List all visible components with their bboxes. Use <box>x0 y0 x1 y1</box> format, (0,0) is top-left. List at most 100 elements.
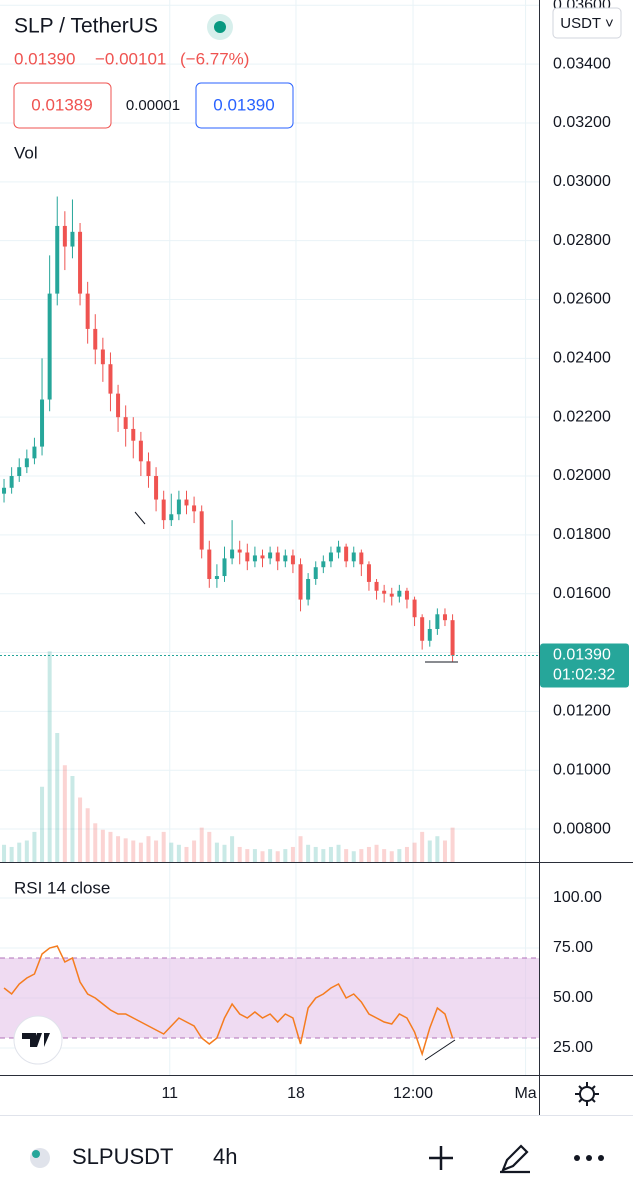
volume-bar <box>313 846 318 862</box>
symbol-icon[interactable] <box>30 1148 50 1168</box>
volume-bar <box>359 849 364 862</box>
volume-bar <box>260 851 265 862</box>
volume-bar <box>62 765 67 862</box>
candle-body <box>344 546 349 562</box>
candle-body <box>328 552 333 562</box>
volume-bar <box>161 831 166 862</box>
rsi-tick-label: 25.00 <box>553 1039 593 1056</box>
candle-body <box>298 564 303 600</box>
y-tick-label: 0.03000 <box>553 173 611 190</box>
volume-bar <box>176 844 181 862</box>
volume-bar <box>32 831 37 862</box>
volume-bar <box>70 776 75 862</box>
y-tick-label: 0.00800 <box>553 820 611 837</box>
volume-bar <box>214 842 219 862</box>
grid <box>0 0 540 1075</box>
candle-body <box>237 549 242 553</box>
volume-bar <box>435 836 440 862</box>
y-tick-label: 0.02600 <box>553 291 611 308</box>
volume-bar <box>24 840 29 862</box>
volume-bar <box>283 849 288 862</box>
currency-label[interactable]: USDT ˅ <box>560 15 614 32</box>
settings-icon-rays <box>575 1082 599 1106</box>
candle-body <box>2 487 7 494</box>
candle-body <box>404 590 409 600</box>
volume-bar <box>344 849 349 862</box>
y-tick-label: 0.01200 <box>553 703 611 720</box>
candle-body <box>366 564 371 582</box>
volume-bar <box>131 840 136 862</box>
candle-body <box>93 328 98 350</box>
candle-body <box>40 399 45 447</box>
volume-bar <box>336 844 341 862</box>
candle-body <box>260 555 265 559</box>
candle-body <box>17 467 22 477</box>
volume-bar <box>78 797 83 862</box>
candle-body <box>359 552 364 565</box>
candle-body <box>290 555 295 565</box>
candle-body <box>306 578 311 600</box>
drawing-line <box>424 1039 456 1061</box>
volume-bar <box>442 840 447 862</box>
candle-body <box>336 546 341 553</box>
chart-title: SLP / TetherUS <box>14 15 158 38</box>
sell-button[interactable] <box>13 82 112 129</box>
candle-body <box>85 293 90 329</box>
draw-button[interactable] <box>500 1144 530 1174</box>
volume-bar <box>389 851 394 862</box>
volume-label: Vol <box>14 143 38 162</box>
y-tick-label: 0.03400 <box>553 55 611 72</box>
currency-button[interactable] <box>552 7 622 39</box>
rsi-tick-label: 50.00 <box>553 989 593 1006</box>
candle-body <box>207 549 212 579</box>
volume-bar <box>397 849 402 862</box>
volume-bar <box>55 733 60 862</box>
volume-bar <box>222 844 227 862</box>
volume-bar <box>100 829 105 862</box>
volume-bar <box>321 849 326 862</box>
y-tick-label: 0.02000 <box>553 467 611 484</box>
volume-bar <box>412 842 417 862</box>
symbol[interactable]: SLPUSDT <box>72 1144 173 1169</box>
volume-bar <box>192 840 197 862</box>
volume-bar <box>123 838 128 862</box>
candle-body <box>450 620 455 656</box>
volume-bar <box>230 836 235 862</box>
volume-bar <box>450 827 455 862</box>
change: −0.00101 <box>95 49 166 68</box>
volume-bar <box>17 842 22 862</box>
more-button[interactable] <box>574 1155 604 1161</box>
candle-body <box>24 458 29 468</box>
candle-body <box>192 505 197 512</box>
buy-price[interactable]: 0.01390 <box>213 95 274 114</box>
volume-bar <box>382 849 387 862</box>
volume-bar <box>351 851 356 862</box>
y-tick-label: 0.02400 <box>553 350 611 367</box>
volume-bar <box>366 846 371 862</box>
buy-button[interactable] <box>195 82 294 129</box>
x-tick-label: Ma <box>514 1085 536 1102</box>
drawing-line <box>134 511 146 525</box>
volume-bar <box>9 846 14 862</box>
volume-bar <box>306 844 311 862</box>
candle-body <box>9 476 14 488</box>
volume-bar <box>252 849 257 862</box>
volume-bar <box>237 846 242 862</box>
candle-body <box>275 552 280 562</box>
change-pct: (−6.77%) <box>180 49 249 68</box>
volume-bar <box>404 846 409 862</box>
candle-body <box>123 417 128 429</box>
volume-bar <box>93 823 98 862</box>
symbol-icon-dot <box>32 1150 40 1158</box>
volume-bar <box>328 846 333 862</box>
rsi-title: RSI 14 close <box>14 878 110 897</box>
volume-bar <box>108 831 113 862</box>
candle-body <box>116 393 121 418</box>
candle-body <box>78 231 83 294</box>
candle-body <box>62 225 67 247</box>
interval[interactable]: 4h <box>213 1144 237 1169</box>
y-tick-label: 0.02800 <box>553 232 611 249</box>
add-button[interactable] <box>429 1146 453 1170</box>
sell-price[interactable]: 0.01389 <box>31 95 92 114</box>
candle-body <box>442 614 447 621</box>
